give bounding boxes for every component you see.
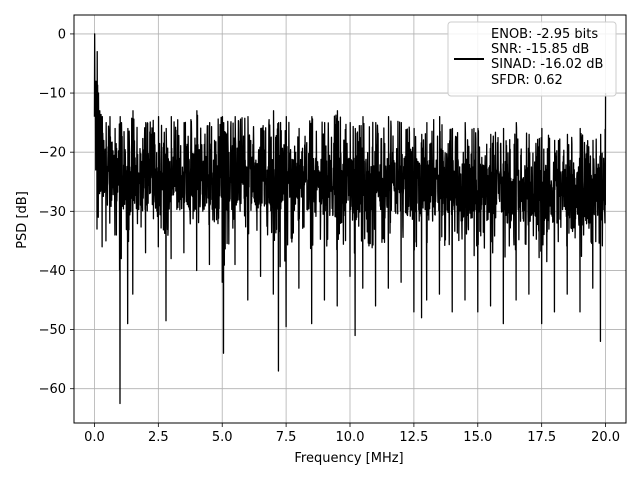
x-tick-label: 15.0 (463, 430, 492, 445)
psd-series-line (93, 33, 607, 405)
y-tick-label: −40 (39, 264, 66, 279)
legend: ENOB: -2.95 bits SNR: -15.85 dB SINAD: -… (447, 21, 617, 97)
x-axis-label: Frequency [MHz] (294, 451, 403, 466)
x-tick-label: 12.5 (399, 430, 428, 445)
x-tick-label: 10.0 (336, 430, 365, 445)
x-tick-label: 7.5 (276, 430, 297, 445)
y-tick-label: −60 (39, 382, 66, 397)
legend-box (447, 21, 617, 97)
y-tick-label: −20 (39, 146, 66, 161)
y-tick-label: −50 (39, 323, 66, 338)
x-tick-label: 2.5 (148, 430, 169, 445)
plot-area (93, 33, 607, 405)
y-tick-label: −10 (39, 87, 66, 102)
x-tick-label: 5.0 (212, 430, 233, 445)
y-tick-label: −30 (39, 205, 66, 220)
legend-snr: SNR: -15.85 dB (491, 42, 589, 57)
x-axis-ticks: 0.0 2.5 5.0 7.5 10.0 12.5 15.0 17.5 20.0 (84, 423, 620, 445)
x-tick-label: 20.0 (591, 430, 620, 445)
legend-enob: ENOB: -2.95 bits (491, 27, 598, 42)
x-tick-label: 17.5 (527, 430, 556, 445)
legend-sfdr: SFDR: 0.62 (491, 73, 563, 88)
legend-sinad: SINAD: -16.02 dB (491, 57, 603, 72)
y-axis-label: PSD [dB] (15, 191, 30, 249)
y-tick-label: 0 (58, 27, 66, 42)
y-axis-ticks: 0 −10 −20 −30 −40 −50 −60 (39, 27, 74, 397)
x-tick-label: 0.0 (84, 430, 105, 445)
